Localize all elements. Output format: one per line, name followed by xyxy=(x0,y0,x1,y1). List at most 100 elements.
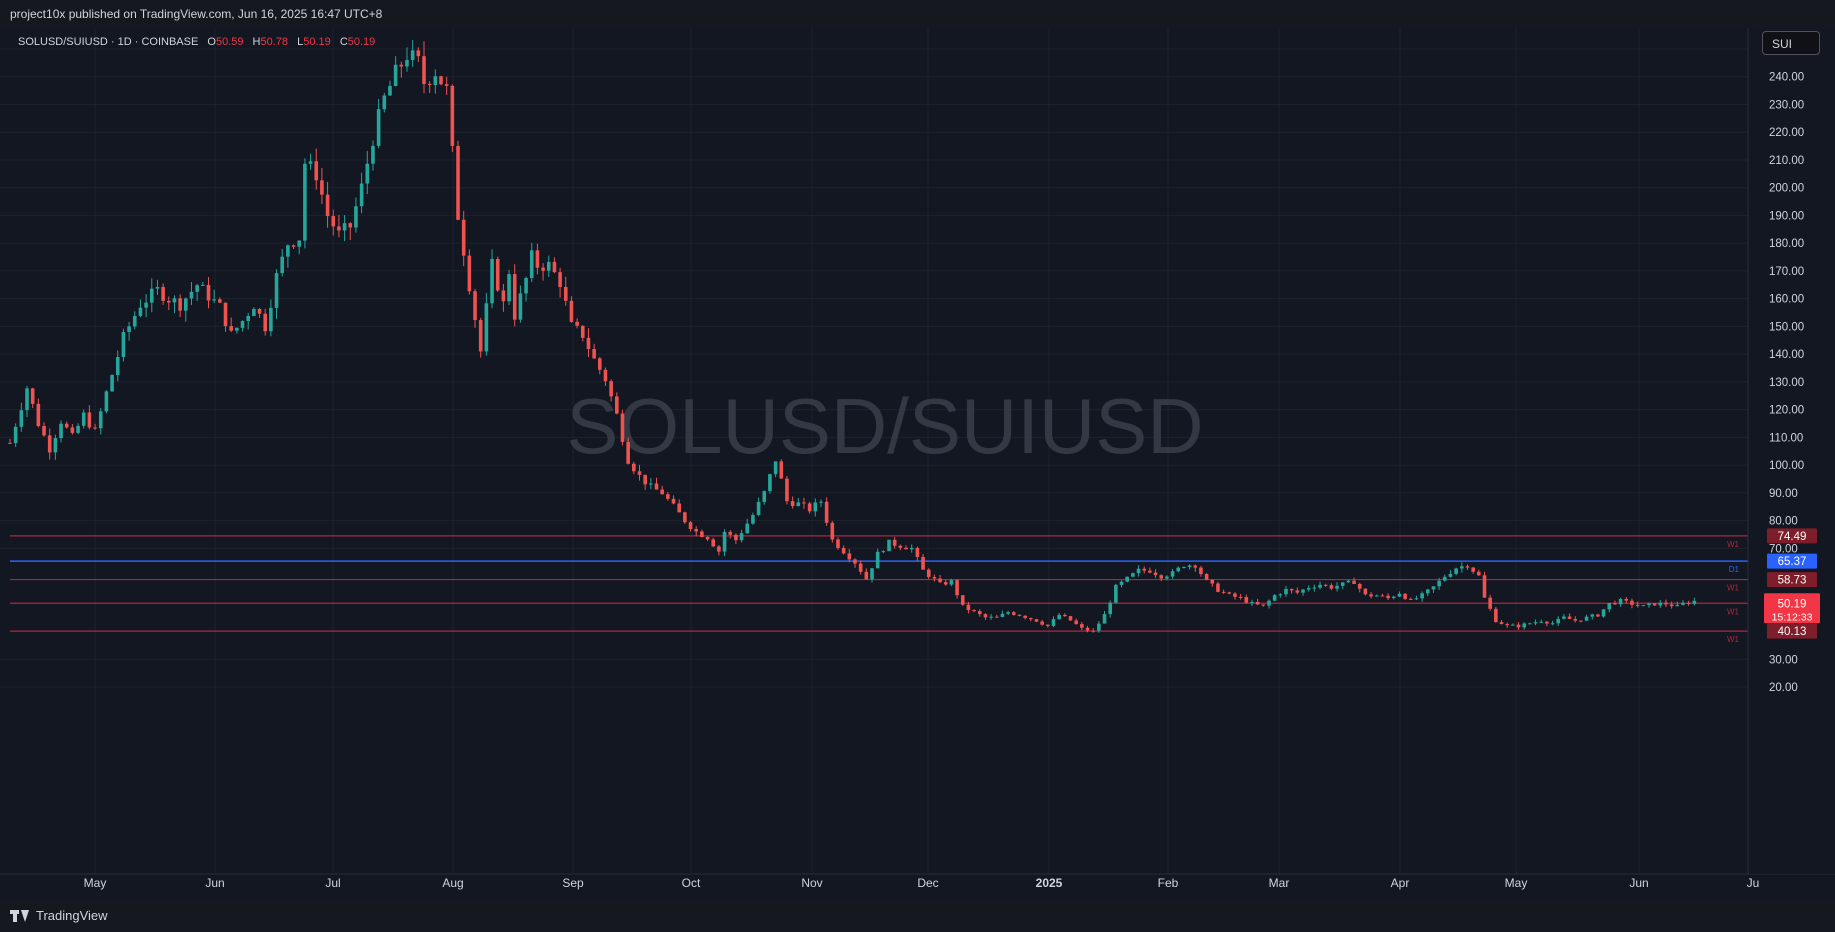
candle-body xyxy=(53,438,58,453)
candle-body xyxy=(354,206,358,228)
candle-body xyxy=(25,388,29,411)
candle-body xyxy=(1301,589,1305,593)
y-axis[interactable]: 250.00240.00230.00220.00210.00200.00190.… xyxy=(1769,44,1804,694)
candle-body xyxy=(881,551,886,553)
level-price-tag-text: 58.73 xyxy=(1778,575,1807,587)
y-tick-label: 70.00 xyxy=(1769,543,1798,555)
candle-body xyxy=(1539,621,1544,623)
x-tick-label: Jun xyxy=(205,876,224,890)
x-tick-label: Oct xyxy=(682,876,701,890)
footer-bar: TradingView xyxy=(0,900,1835,932)
candle-body xyxy=(47,435,52,453)
candle-body xyxy=(858,563,863,572)
candle-body xyxy=(1187,565,1192,567)
compare-symbol-button[interactable]: SUI xyxy=(1762,31,1820,55)
candle-body xyxy=(1312,587,1317,589)
tradingview-logo-icon xyxy=(10,909,30,922)
candle-body xyxy=(830,522,835,540)
candle-body xyxy=(331,216,336,227)
y-tick-label: 150.00 xyxy=(1769,321,1804,333)
candle-body xyxy=(1306,588,1311,590)
candle-body xyxy=(717,546,721,552)
candle-body xyxy=(1681,602,1685,605)
candle-body xyxy=(807,503,812,512)
candle-body xyxy=(240,320,245,328)
grid xyxy=(0,28,1748,874)
candle-body xyxy=(1210,579,1215,584)
candle-body xyxy=(892,539,897,546)
candle-body xyxy=(1029,617,1033,620)
candle-body xyxy=(235,327,239,331)
candle-body xyxy=(1085,627,1090,631)
candle-body xyxy=(671,498,676,504)
candle-body xyxy=(1295,590,1300,593)
candle-body xyxy=(790,501,795,507)
candle-body xyxy=(904,547,908,550)
candle-body xyxy=(1425,589,1430,594)
candle-body xyxy=(1255,601,1260,605)
x-tick-label: Jun xyxy=(1629,876,1648,890)
candle-body xyxy=(64,423,69,428)
x-tick-label: Dec xyxy=(917,876,938,890)
candle-body xyxy=(388,85,392,96)
candle-body xyxy=(824,501,829,523)
candle-body xyxy=(110,375,114,392)
candle-body xyxy=(303,163,307,241)
candle-body xyxy=(1176,567,1181,572)
candle-body xyxy=(144,302,148,308)
y-tick-label: 180.00 xyxy=(1769,238,1804,250)
candle-body xyxy=(637,471,642,475)
candle-body xyxy=(518,293,523,320)
x-axis[interactable]: May Jun Jul Aug Sep Oct Nov Dec 2025 Feb Mar Apr May… xyxy=(84,876,1760,890)
candle-body xyxy=(1204,573,1209,580)
bar-countdown: 15:12:33 xyxy=(1772,611,1813,623)
y-axis-panel[interactable] xyxy=(1749,28,1835,874)
candle-body xyxy=(348,223,353,228)
level-price-tag-text: 40.13 xyxy=(1778,626,1807,638)
candle-body xyxy=(212,299,216,301)
candle-body xyxy=(751,515,755,524)
candle-body xyxy=(439,76,443,85)
candle-body xyxy=(569,300,574,322)
candle-body xyxy=(1431,586,1436,590)
candle-body xyxy=(529,250,534,279)
candle-body xyxy=(1221,591,1226,593)
candle-body xyxy=(1136,568,1141,574)
candle-body xyxy=(121,331,126,357)
candle-body xyxy=(297,240,302,247)
candle-body xyxy=(1289,588,1294,591)
candle-body xyxy=(722,531,727,552)
candle-body xyxy=(660,489,664,495)
tradingview-logo[interactable]: TradingView xyxy=(10,908,108,923)
published-text: project10x published on TradingView.com,… xyxy=(10,7,383,21)
candle-body xyxy=(1051,619,1056,626)
level-price-tag xyxy=(1767,623,1817,639)
candle-body xyxy=(1017,614,1022,616)
candle-body xyxy=(870,568,874,580)
candle-body xyxy=(1318,584,1322,588)
candle-body xyxy=(81,412,86,426)
candle-body xyxy=(1516,624,1521,628)
compare-symbol-label: SUI xyxy=(1772,37,1793,51)
candle-body xyxy=(399,64,404,67)
candle-body xyxy=(1624,598,1629,601)
candle-body xyxy=(1363,588,1368,595)
candle-body xyxy=(756,501,761,516)
candle-body xyxy=(206,284,211,301)
candle-body xyxy=(422,56,426,84)
candle-body xyxy=(149,288,154,303)
y-tick-label: 30.00 xyxy=(1769,654,1798,666)
candle-body xyxy=(252,308,256,317)
candle-body xyxy=(1335,585,1339,589)
candle-body xyxy=(376,109,381,146)
candle-body xyxy=(1488,597,1492,609)
candle-body xyxy=(263,313,268,332)
candle-body xyxy=(1471,567,1475,572)
candle-body xyxy=(269,307,273,332)
candle-body xyxy=(1369,594,1373,597)
candle-body xyxy=(467,255,472,292)
candle-body xyxy=(1607,602,1612,610)
candle-body xyxy=(1216,583,1220,592)
